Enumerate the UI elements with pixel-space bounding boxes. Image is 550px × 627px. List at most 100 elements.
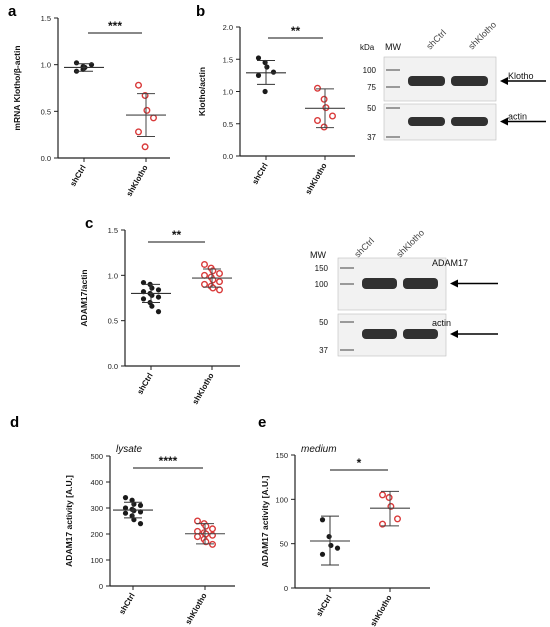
data-point bbox=[319, 517, 326, 523]
protein-band bbox=[362, 329, 397, 339]
data-point bbox=[326, 533, 332, 540]
panel-c: c 0.0 0.5 1.0 1.5 ADAM17/actin shCtrl shKlotho *… bbox=[79, 215, 240, 406]
data-point bbox=[141, 143, 149, 151]
blot-strip-actin: 50 37 actin bbox=[367, 103, 546, 142]
data-point bbox=[149, 285, 155, 291]
blot-c: MW shCtrl shKlotho 150 100 ADAM17 50 37 actin bbox=[310, 228, 498, 357]
y-tick-label: 1.0 bbox=[223, 88, 233, 97]
panel-a: a 0.0 0.5 1.0 1.5 mRNA Klotho/β-actin shCtrl sh… bbox=[8, 3, 170, 198]
y-tick-label: 100 bbox=[90, 556, 103, 565]
target-label: ADAM17 bbox=[432, 258, 468, 268]
data-point bbox=[262, 88, 268, 95]
protein-band bbox=[408, 117, 445, 126]
y-tick-label: 1.5 bbox=[41, 14, 51, 23]
marker-label: 37 bbox=[367, 133, 376, 142]
arrow-head bbox=[450, 330, 458, 338]
y-tick-label: 0.5 bbox=[223, 120, 233, 129]
y-tick-label: 0.0 bbox=[41, 154, 51, 163]
data-point bbox=[320, 123, 328, 131]
y-tick-label: 1.0 bbox=[108, 271, 118, 280]
y-tick-label: 500 bbox=[90, 452, 103, 461]
series-shCtrl bbox=[113, 495, 153, 527]
data-point bbox=[122, 505, 129, 511]
chart-title: medium bbox=[301, 444, 337, 455]
data-point bbox=[202, 522, 210, 530]
ladder-band bbox=[386, 69, 400, 71]
x-tick-label: shKlotho bbox=[369, 593, 394, 627]
panel-e: e 0 50 100 150 ADAM17 activity [A.U.] medium sh… bbox=[258, 414, 430, 627]
series-shCtrl bbox=[131, 279, 171, 315]
data-point bbox=[88, 62, 95, 68]
data-point bbox=[379, 491, 387, 499]
data-point bbox=[122, 510, 129, 516]
data-point bbox=[329, 112, 337, 120]
data-point bbox=[319, 551, 326, 557]
protein-band bbox=[451, 76, 488, 86]
x-tick-label: shKlotho bbox=[304, 161, 329, 196]
y-axis-label: ADAM17/actin bbox=[79, 269, 89, 326]
panel-b: b 0.0 0.5 1.0 1.5 2.0 Klotho/actin shCtrl shKlot… bbox=[196, 3, 355, 196]
data-point bbox=[140, 296, 147, 302]
lane-label: shCtrl bbox=[424, 28, 448, 52]
target-label: actin bbox=[508, 112, 527, 122]
data-point bbox=[155, 309, 162, 315]
chart-title: lysate bbox=[116, 444, 143, 455]
arrow-head bbox=[500, 77, 508, 85]
data-point bbox=[255, 55, 262, 61]
mw-label: MW bbox=[385, 42, 401, 52]
x-tick-label: shKlotho bbox=[125, 163, 150, 198]
data-point bbox=[255, 72, 262, 78]
data-point bbox=[193, 533, 201, 541]
marker-label: 50 bbox=[319, 318, 328, 327]
data-point bbox=[208, 540, 216, 548]
data-point bbox=[134, 128, 142, 136]
marker-label: 150 bbox=[315, 264, 329, 273]
significance-stars: *** bbox=[108, 19, 122, 33]
data-point bbox=[215, 278, 223, 286]
y-tick-label: 50 bbox=[280, 540, 288, 549]
protein-band bbox=[408, 76, 445, 86]
data-point bbox=[73, 60, 80, 66]
data-point bbox=[215, 270, 223, 278]
y-tick-label: 0.5 bbox=[108, 317, 118, 326]
x-tick-label: shCtrl bbox=[68, 164, 87, 189]
protein-band bbox=[403, 278, 438, 289]
y-tick-label: 300 bbox=[90, 504, 103, 513]
lane-label: shKlotho bbox=[466, 20, 498, 52]
panel-letter-a: a bbox=[8, 3, 17, 20]
y-tick-label: 200 bbox=[90, 530, 103, 539]
data-point bbox=[155, 287, 162, 293]
y-axis-label: ADAM17 activity [A.U.] bbox=[64, 475, 74, 567]
ladder-band bbox=[340, 321, 354, 323]
ladder-band bbox=[386, 136, 400, 138]
marker-label: 50 bbox=[367, 104, 376, 113]
data-point bbox=[155, 294, 162, 300]
series-shCtrl bbox=[246, 55, 286, 95]
data-point bbox=[129, 497, 135, 503]
data-point bbox=[270, 69, 277, 75]
series-shKlotho bbox=[126, 81, 166, 151]
marker-label: 100 bbox=[315, 280, 329, 289]
data-point bbox=[314, 117, 322, 125]
y-axis-label: mRNA Klotho/β-actin bbox=[12, 45, 22, 130]
x-tick-label: shKlotho bbox=[191, 371, 216, 406]
data-point bbox=[122, 495, 129, 501]
protein-band bbox=[451, 117, 488, 126]
y-tick-label: 0 bbox=[99, 582, 103, 591]
arrow-head bbox=[450, 279, 458, 288]
significance-stars: **** bbox=[159, 454, 178, 468]
blot-b: MW kDa shCtrl shKlotho 100 75 Klotho 50 37 actin bbox=[360, 20, 546, 142]
data-point bbox=[200, 260, 208, 268]
data-point bbox=[137, 521, 144, 527]
y-tick-label: 1.5 bbox=[223, 55, 233, 64]
target-label: actin bbox=[432, 318, 451, 328]
data-point bbox=[131, 517, 137, 523]
panel-letter-d: d bbox=[10, 414, 19, 431]
data-point bbox=[80, 63, 86, 70]
panel-letter-c: c bbox=[85, 215, 93, 232]
y-tick-label: 0.0 bbox=[108, 362, 118, 371]
ladder-band bbox=[340, 349, 354, 351]
blot-strip-adam17: 150 100 ADAM17 bbox=[315, 257, 498, 311]
